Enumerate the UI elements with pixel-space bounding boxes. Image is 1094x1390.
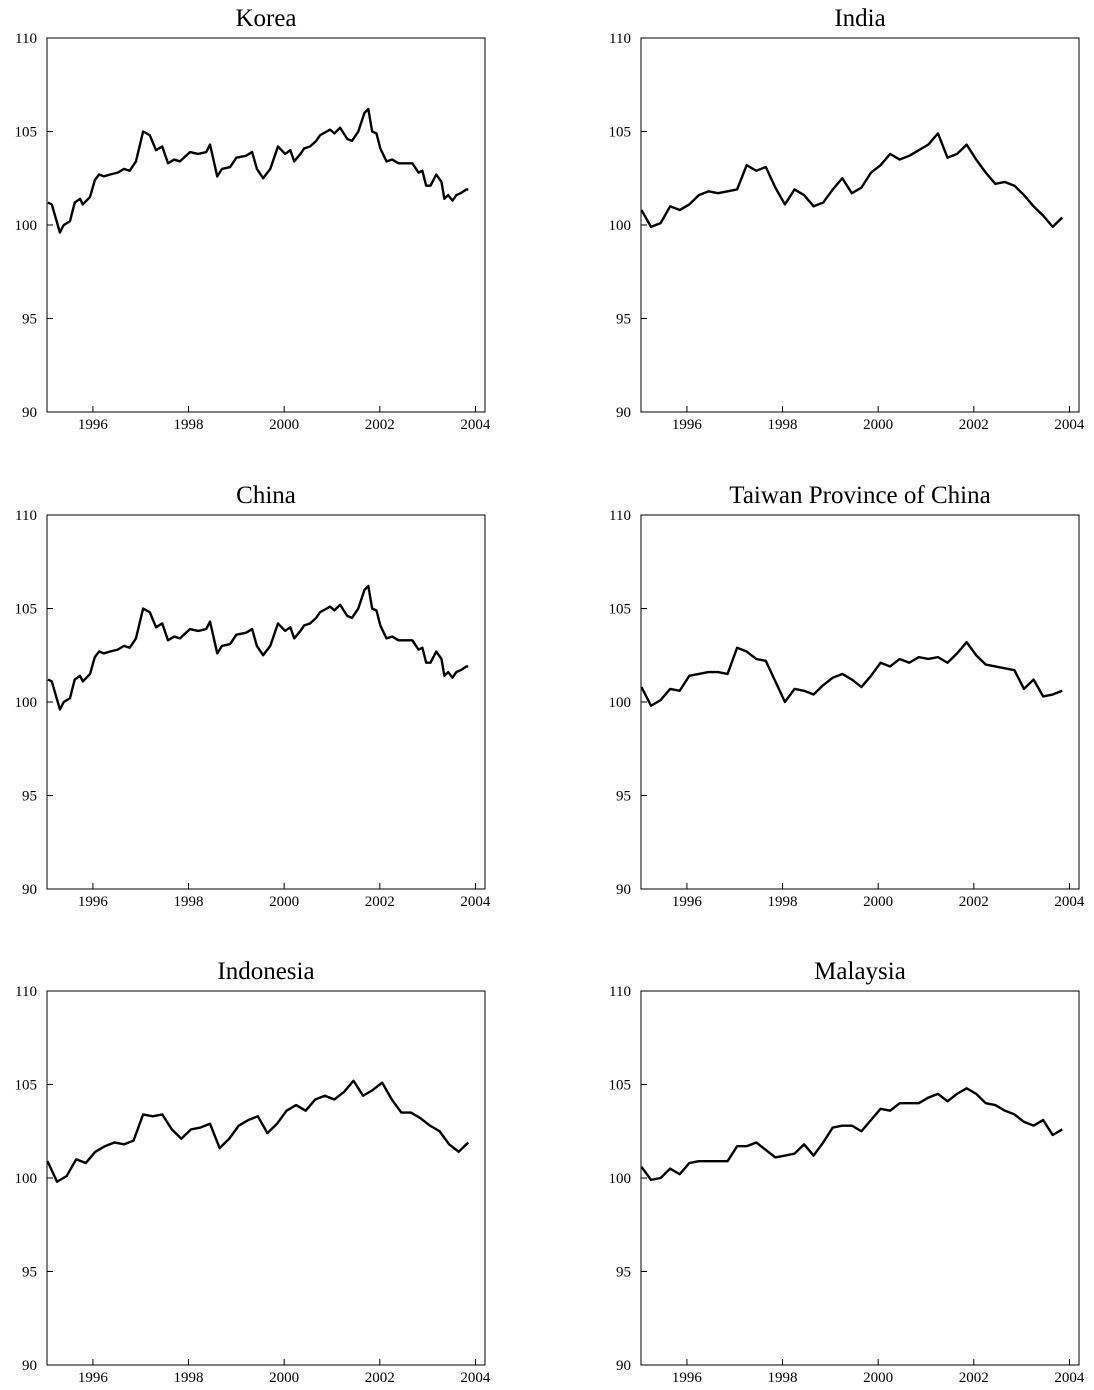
y-tick-label: 110 bbox=[15, 31, 37, 47]
y-tick-label: 100 bbox=[15, 218, 38, 234]
x-tick-label: 1996 bbox=[672, 1370, 703, 1386]
y-tick-label: 90 bbox=[616, 1358, 631, 1374]
x-tick-label: 2002 bbox=[959, 417, 989, 433]
y-tick-label: 95 bbox=[616, 312, 631, 328]
y-tick-label: 90 bbox=[22, 882, 37, 898]
y-tick-label: 100 bbox=[609, 1171, 632, 1187]
chart-title: Taiwan Province of China bbox=[729, 482, 990, 509]
x-tick-label: 2000 bbox=[269, 417, 299, 433]
chart-title: Korea bbox=[235, 5, 296, 32]
x-tick-label: 2000 bbox=[863, 1370, 893, 1386]
chart-title: Malaysia bbox=[814, 958, 906, 985]
y-tick-label: 95 bbox=[616, 789, 631, 805]
y-tick-label: 95 bbox=[22, 1265, 37, 1281]
x-tick-label: 1998 bbox=[174, 417, 204, 433]
x-tick-label: 2004 bbox=[1054, 417, 1085, 433]
x-tick-label: 1996 bbox=[672, 894, 703, 910]
x-tick-label: 2004 bbox=[460, 894, 491, 910]
data-line bbox=[46, 1079, 470, 1183]
y-tick-label: 90 bbox=[22, 405, 37, 421]
x-tick-label: 2000 bbox=[863, 417, 893, 433]
plot-frame bbox=[46, 514, 486, 890]
y-tick-label: 100 bbox=[609, 218, 632, 234]
y-tick-label: 105 bbox=[609, 125, 632, 141]
plot-frame bbox=[46, 990, 486, 1366]
x-tick-label: 2002 bbox=[959, 1370, 989, 1386]
y-tick-label: 90 bbox=[616, 405, 631, 421]
x-tick-label: 2004 bbox=[460, 1370, 491, 1386]
x-tick-label: 2002 bbox=[365, 1370, 395, 1386]
x-tick-label: 2000 bbox=[863, 894, 893, 910]
plot-frame bbox=[640, 37, 1080, 413]
y-tick-label: 105 bbox=[15, 602, 38, 618]
chart-title: India bbox=[834, 5, 885, 32]
plot-frame bbox=[640, 990, 1080, 1366]
x-tick-label: 1998 bbox=[768, 417, 798, 433]
x-tick-label: 2004 bbox=[1054, 1370, 1085, 1386]
y-tick-label: 95 bbox=[616, 1265, 631, 1281]
y-tick-label: 105 bbox=[609, 1078, 632, 1094]
x-tick-label: 1996 bbox=[78, 894, 109, 910]
data-line bbox=[640, 640, 1063, 707]
y-tick-label: 105 bbox=[609, 602, 632, 618]
y-tick-label: 90 bbox=[616, 882, 631, 898]
data-line bbox=[47, 107, 469, 234]
x-tick-label: 1998 bbox=[768, 1370, 798, 1386]
y-tick-label: 110 bbox=[609, 31, 631, 47]
y-tick-label: 110 bbox=[15, 984, 37, 1000]
x-tick-label: 2004 bbox=[1054, 894, 1085, 910]
x-tick-label: 1998 bbox=[174, 894, 204, 910]
data-line bbox=[640, 132, 1064, 229]
y-tick-label: 110 bbox=[609, 508, 631, 524]
chart-title: Indonesia bbox=[217, 958, 314, 985]
y-tick-label: 105 bbox=[15, 125, 38, 141]
x-tick-label: 2004 bbox=[460, 417, 491, 433]
x-tick-label: 2002 bbox=[365, 894, 395, 910]
x-tick-label: 1996 bbox=[78, 417, 109, 433]
data-line bbox=[640, 1087, 1063, 1182]
plot-frame bbox=[640, 514, 1080, 890]
x-tick-label: 2002 bbox=[959, 894, 989, 910]
y-tick-label: 95 bbox=[22, 312, 37, 328]
y-tick-label: 95 bbox=[22, 789, 37, 805]
x-tick-label: 1996 bbox=[78, 1370, 109, 1386]
x-tick-label: 2002 bbox=[365, 417, 395, 433]
y-tick-label: 105 bbox=[15, 1078, 38, 1094]
x-tick-label: 1996 bbox=[672, 417, 703, 433]
x-tick-label: 1998 bbox=[174, 1370, 204, 1386]
y-tick-label: 90 bbox=[22, 1358, 37, 1374]
y-tick-label: 100 bbox=[15, 1171, 38, 1187]
x-tick-label: 1998 bbox=[768, 894, 798, 910]
y-tick-label: 110 bbox=[15, 508, 37, 524]
plot-frame bbox=[46, 37, 486, 413]
data-line bbox=[47, 584, 469, 711]
x-tick-label: 2000 bbox=[269, 1370, 299, 1386]
y-tick-label: 100 bbox=[15, 695, 38, 711]
y-tick-label: 110 bbox=[609, 984, 631, 1000]
chart-title: China bbox=[236, 482, 296, 509]
x-tick-label: 2000 bbox=[269, 894, 299, 910]
y-tick-label: 100 bbox=[609, 695, 632, 711]
